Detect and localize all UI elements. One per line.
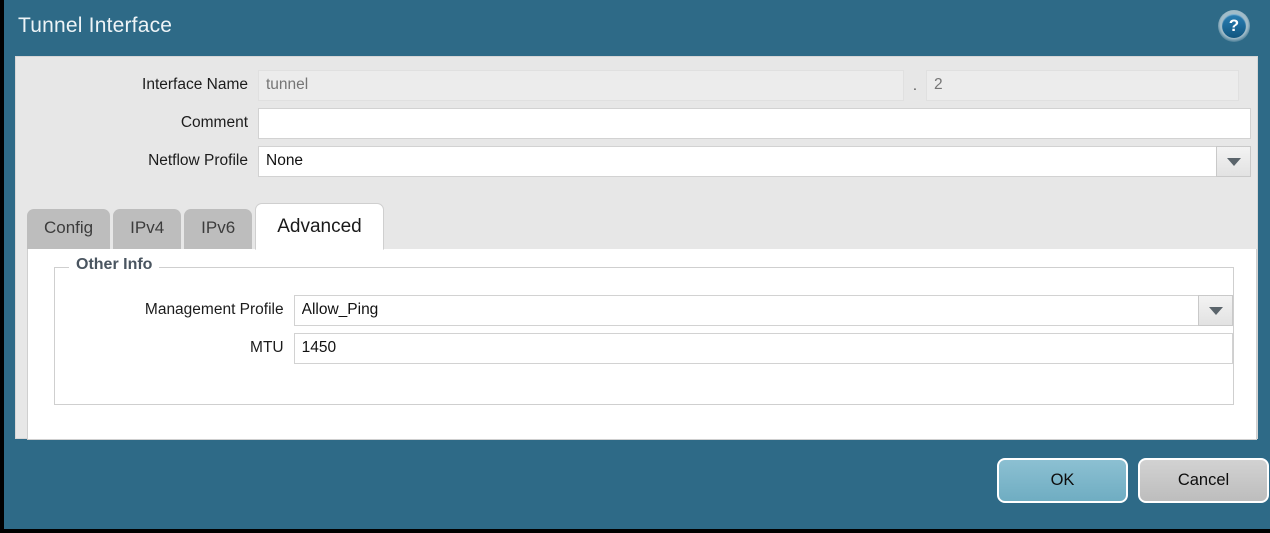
top-form: Interface Name . Comment Netflow Profile bbox=[16, 57, 1257, 180]
interface-name-suffix-input[interactable] bbox=[926, 69, 1239, 101]
mtu-input[interactable] bbox=[293, 332, 1233, 364]
netflow-profile-combo[interactable] bbox=[258, 145, 1251, 177]
dialog-titlebar: Tunnel Interface ? bbox=[4, 0, 1270, 56]
tab-advanced[interactable]: Advanced bbox=[255, 203, 384, 250]
netflow-profile-label: Netflow Profile bbox=[148, 152, 248, 169]
comment-input[interactable] bbox=[258, 107, 1251, 139]
ok-button[interactable]: OK bbox=[997, 458, 1128, 503]
mtu-label: MTU bbox=[250, 339, 284, 356]
cancel-button[interactable]: Cancel bbox=[1138, 458, 1269, 503]
dialog-body-panel: Interface Name . Comment Netflow Profile bbox=[15, 56, 1258, 440]
help-icon[interactable]: ? bbox=[1218, 10, 1250, 42]
tabstrip: Config IPv4 IPv6 Advanced bbox=[27, 202, 1257, 250]
row-comment: Comment bbox=[16, 104, 1257, 142]
interface-name-input[interactable] bbox=[258, 69, 904, 101]
comment-label: Comment bbox=[180, 114, 248, 131]
row-management-profile: Management Profile bbox=[55, 291, 1233, 329]
row-interface-name: Interface Name . bbox=[16, 66, 1257, 104]
management-profile-label: Management Profile bbox=[144, 301, 284, 318]
dialog-footer: OK Cancel bbox=[4, 439, 1270, 529]
management-profile-combo[interactable] bbox=[293, 294, 1233, 326]
tab-config[interactable]: Config bbox=[27, 209, 111, 249]
help-icon-disc bbox=[1222, 14, 1246, 38]
interface-name-label: Interface Name bbox=[142, 76, 248, 93]
other-info-rows: Management Profile MTU bbox=[55, 291, 1233, 367]
chevron-down-icon[interactable] bbox=[1216, 145, 1251, 177]
netflow-profile-input[interactable] bbox=[258, 145, 1216, 177]
management-profile-input[interactable] bbox=[293, 294, 1198, 326]
tab-ipv6[interactable]: IPv6 bbox=[184, 209, 253, 249]
interface-name-separator: . bbox=[912, 76, 918, 94]
chevron-down-icon[interactable] bbox=[1198, 294, 1233, 326]
help-icon-glyph: ? bbox=[1228, 16, 1240, 35]
row-mtu: MTU bbox=[55, 329, 1233, 367]
tab-ipv4[interactable]: IPv4 bbox=[113, 209, 182, 249]
row-netflow-profile: Netflow Profile bbox=[16, 142, 1257, 180]
other-info-legend: Other Info bbox=[69, 256, 160, 274]
tabs-container: Config IPv4 IPv6 Advanced Other Info Man… bbox=[27, 202, 1257, 440]
dialog-title: Tunnel Interface bbox=[18, 14, 173, 37]
other-info-fieldset: Other Info Management Profile MTU bbox=[54, 256, 1234, 405]
tabpanel-advanced: Other Info Management Profile MTU bbox=[27, 249, 1257, 440]
